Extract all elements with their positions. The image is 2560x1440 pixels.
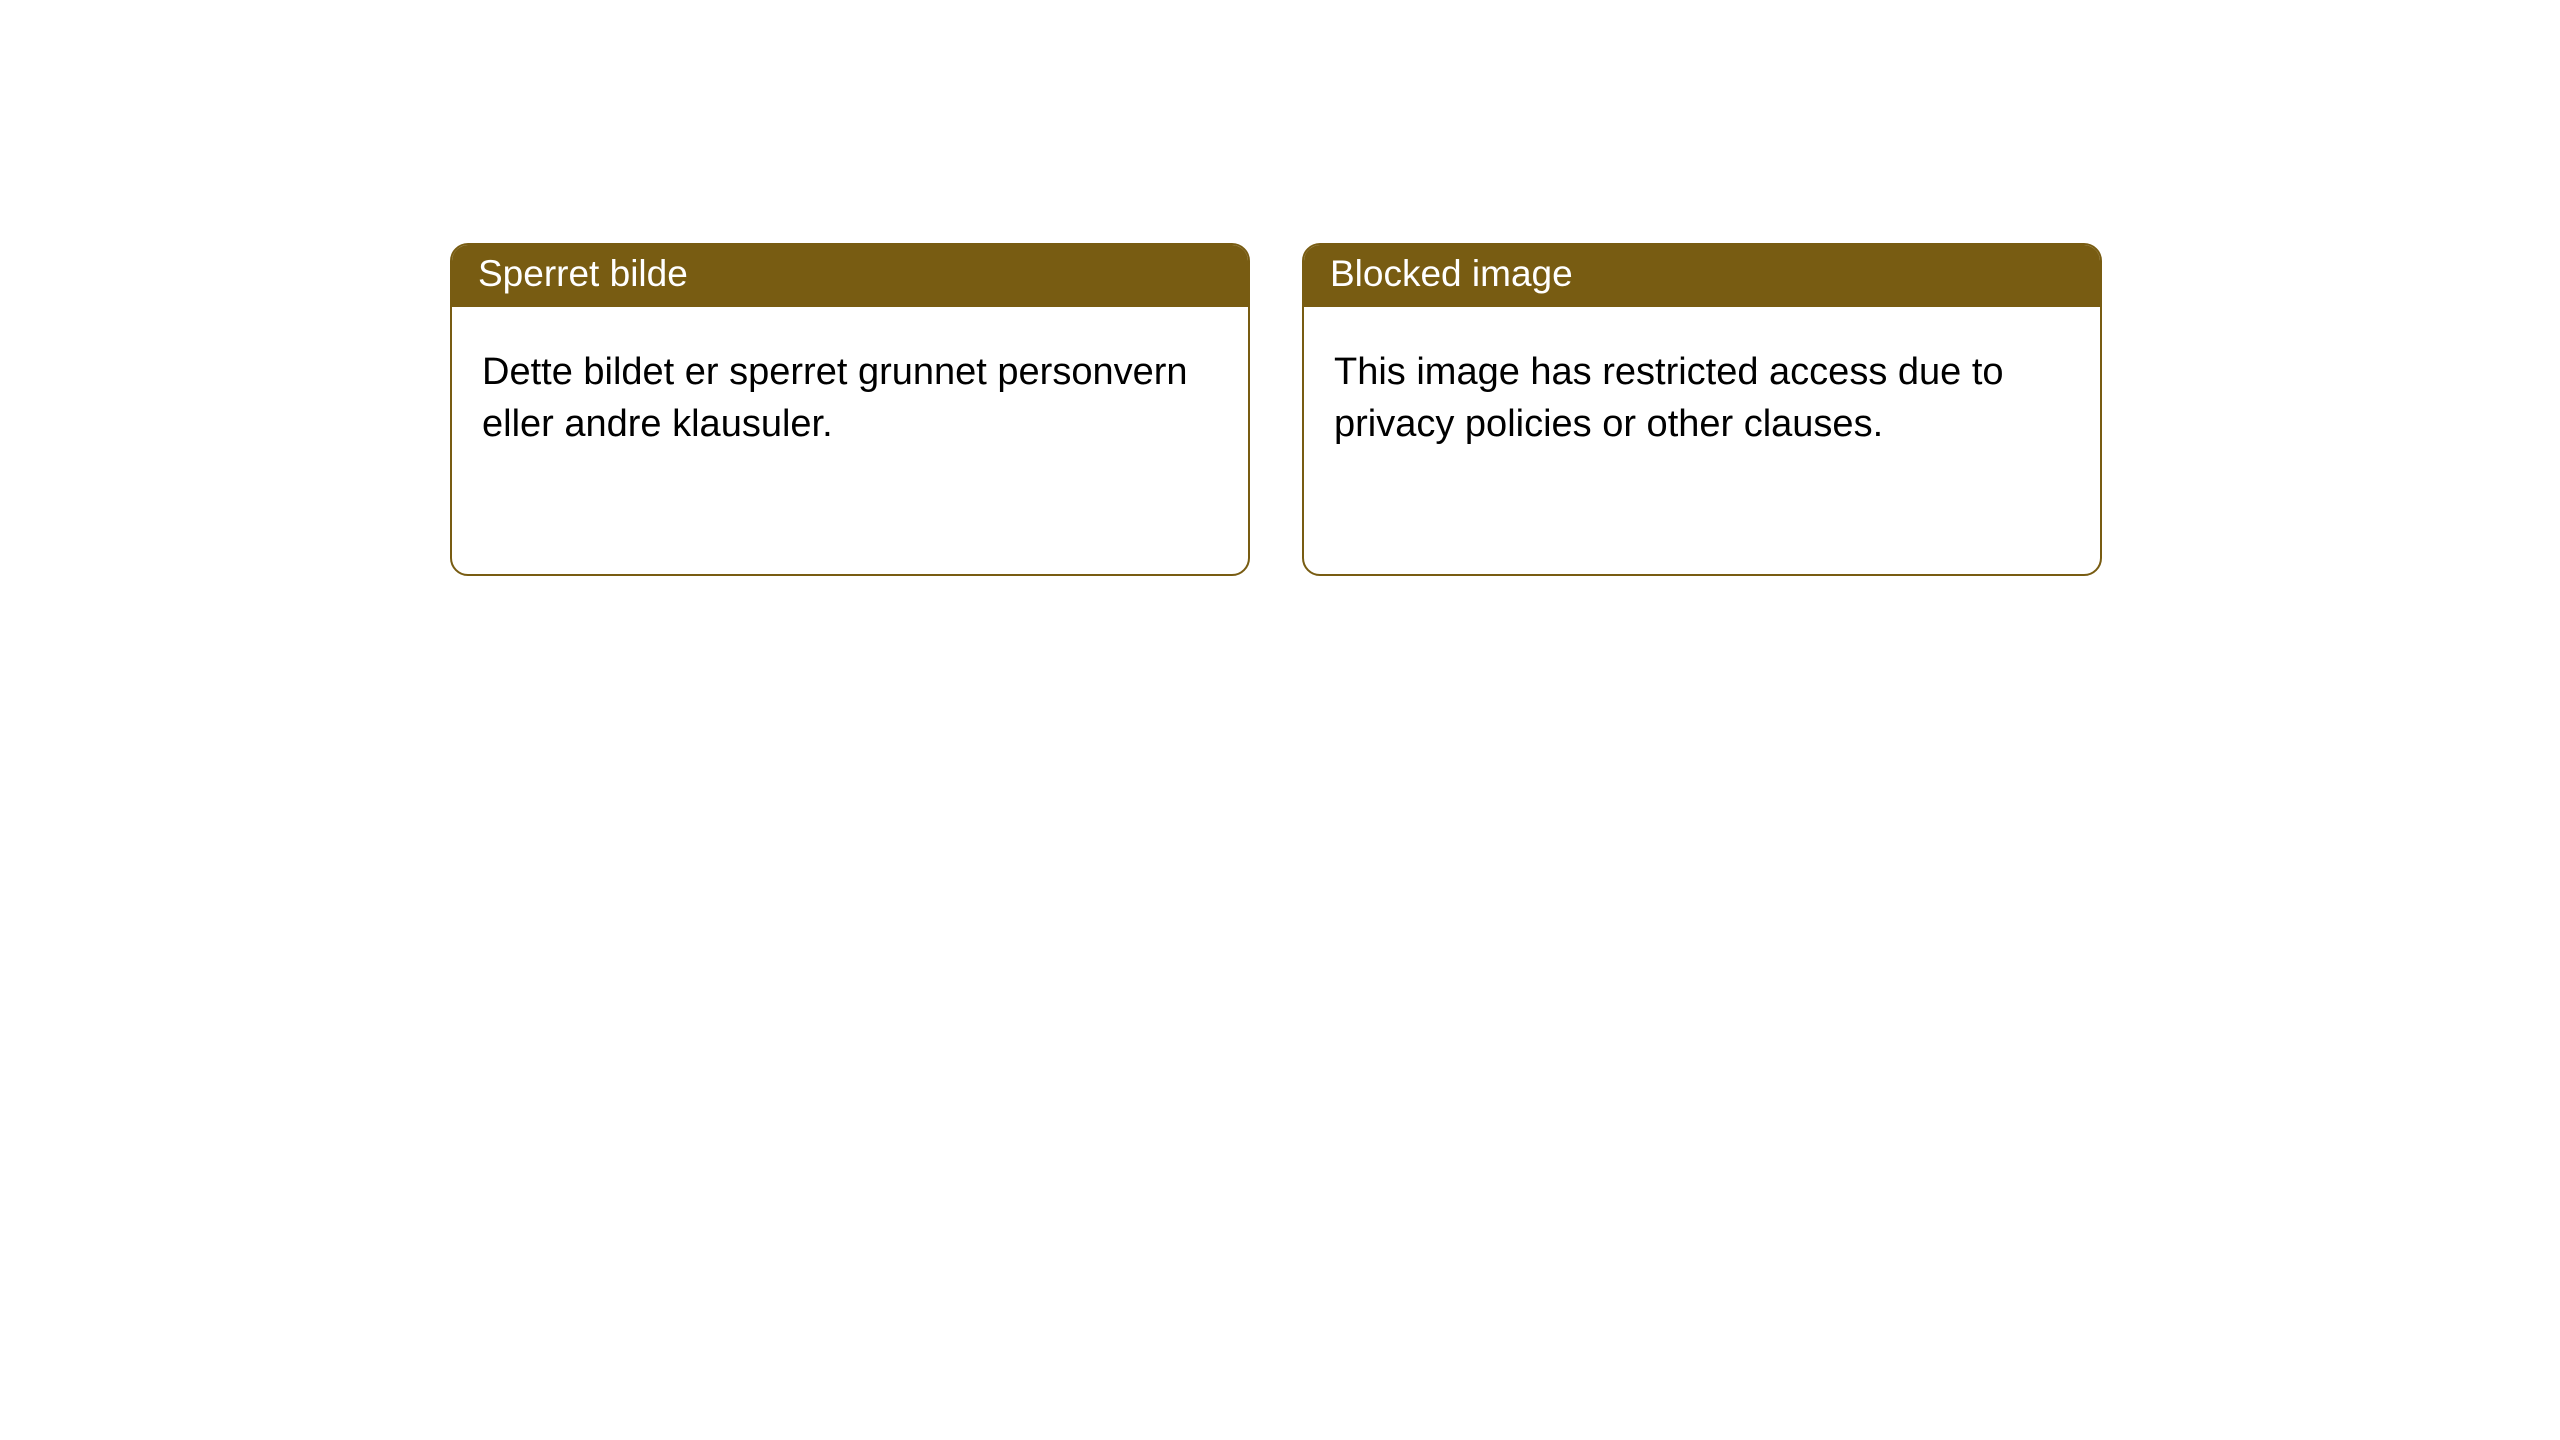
- card-body: Dette bildet er sperret grunnet personve…: [452, 307, 1248, 480]
- card-header: Sperret bilde: [452, 245, 1248, 307]
- card-body: This image has restricted access due to …: [1304, 307, 2100, 480]
- notice-cards-container: Sperret bilde Dette bildet er sperret gr…: [450, 243, 2102, 576]
- card-body-text: Dette bildet er sperret grunnet personve…: [482, 351, 1188, 444]
- card-body-text: This image has restricted access due to …: [1334, 351, 2004, 444]
- notice-card-english: Blocked image This image has restricted …: [1302, 243, 2102, 576]
- card-title: Blocked image: [1330, 253, 1573, 294]
- card-title: Sperret bilde: [478, 253, 688, 294]
- notice-card-norwegian: Sperret bilde Dette bildet er sperret gr…: [450, 243, 1250, 576]
- card-header: Blocked image: [1304, 245, 2100, 307]
